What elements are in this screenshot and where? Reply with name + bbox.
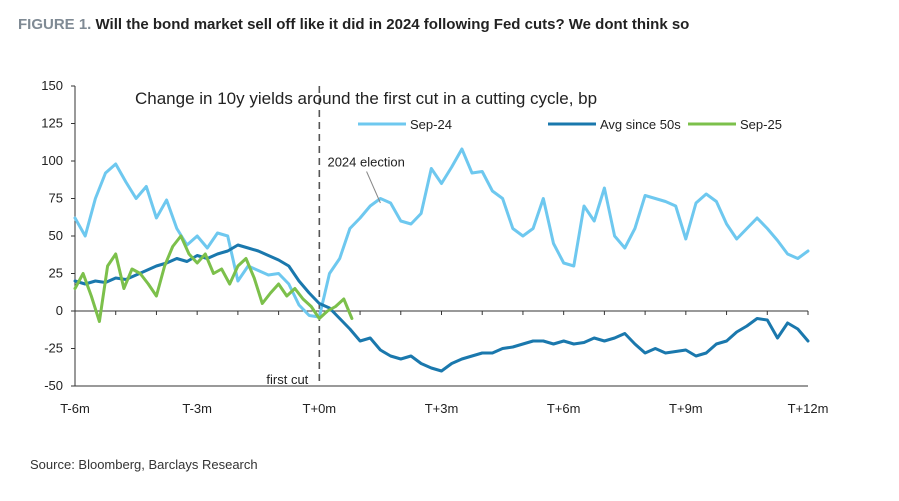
y-tick-label: 0 xyxy=(56,303,63,318)
chart-series xyxy=(73,147,810,373)
x-tick-label: T-6m xyxy=(60,401,90,416)
annotation-label: 2024 election xyxy=(327,155,404,170)
y-tick-label: 125 xyxy=(41,116,63,131)
chart-legend: Sep-24 Avg since 50s Sep-25 xyxy=(358,117,782,132)
y-tick-label: 75 xyxy=(49,191,63,206)
x-tick-label: T-3m xyxy=(182,401,212,416)
x-tick-label: T+12m xyxy=(788,401,829,416)
x-tick-label: T+9m xyxy=(669,401,703,416)
series-line xyxy=(73,147,810,319)
y-tick-label: 150 xyxy=(41,78,63,93)
chart-axes: -50 -25 0 25 50 75 100 125 150 T-6m T-3m T+0m T+3m T+… xyxy=(41,78,828,416)
source-note: Source: Bloomberg, Barclays Research xyxy=(30,457,258,472)
annotation-arrow xyxy=(366,171,381,204)
y-tick-label: -25 xyxy=(44,341,63,356)
y-tick-label: 100 xyxy=(41,153,63,168)
series-line xyxy=(73,234,354,323)
legend-label: Avg since 50s xyxy=(600,117,681,132)
figure-number: FIGURE 1. xyxy=(18,16,92,33)
series-line xyxy=(73,243,810,373)
legend-label: Sep-24 xyxy=(410,117,452,132)
x-tick-label: T+6m xyxy=(547,401,581,416)
figure-title: FIGURE 1. Will the bond market sell off … xyxy=(18,16,689,33)
chart-title: Change in 10y yields around the first cu… xyxy=(135,89,597,108)
y-tick-label: 50 xyxy=(49,228,63,243)
x-tick-label: T+3m xyxy=(425,401,459,416)
annotation-label: first cut xyxy=(266,372,308,387)
y-tick-label: -50 xyxy=(44,378,63,393)
legend-label: Sep-25 xyxy=(740,117,782,132)
figure-title-text: Will the bond market sell off like it di… xyxy=(95,16,690,33)
x-tick-label: T+0m xyxy=(303,401,337,416)
chart-annotations: first cut 2024 election xyxy=(266,155,404,388)
y-tick-label: 25 xyxy=(49,266,63,281)
